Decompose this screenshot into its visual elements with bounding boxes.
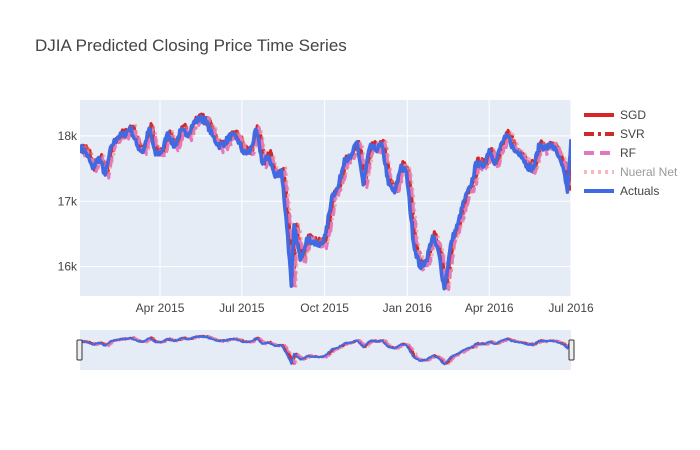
y-tick-label: 17k: [58, 194, 78, 208]
legend-item-rf[interactable]: RF: [584, 146, 636, 160]
legend-label: Nueral Net: [620, 165, 678, 179]
y-tick-label: 18k: [58, 129, 78, 143]
range-slider-background: [80, 330, 571, 370]
y-tick-label: 16k: [58, 260, 78, 274]
legend-item-actuals[interactable]: Actuals: [584, 184, 659, 198]
legend-item-svr[interactable]: SVR: [584, 127, 645, 141]
x-tick-label: Jan 2016: [383, 301, 433, 315]
y-axis: 16k 17k 18k: [58, 129, 78, 274]
range-slider-series: [80, 334, 571, 366]
range-slider-left-handle[interactable]: [76, 339, 83, 361]
x-tick-label: Apr 2015: [136, 301, 185, 315]
grid-lines: [80, 100, 572, 296]
legend[interactable]: SGD SVR RF Nueral Net Actuals: [584, 108, 678, 198]
series-group: [80, 112, 571, 291]
x-tick-label: Jul 2015: [219, 301, 265, 315]
range-slider-right-handle[interactable]: [568, 339, 575, 361]
range-slider-line-nueral-net: [80, 335, 571, 365]
x-tick-label: Jul 2016: [548, 301, 594, 315]
legend-label: SGD: [620, 108, 646, 122]
x-tick-label: Apr 2016: [465, 301, 514, 315]
legend-label: Actuals: [620, 184, 659, 198]
x-axis: Apr 2015 Jul 2015 Oct 2015 Jan 2016 Apr 2016…: [136, 301, 594, 315]
legend-label: SVR: [620, 127, 645, 141]
legend-label: RF: [620, 146, 636, 160]
x-tick-label: Oct 2015: [300, 301, 349, 315]
range-slider-line-actuals: [80, 335, 571, 366]
legend-item-nueral-net[interactable]: Nueral Net: [584, 165, 678, 179]
range-slider[interactable]: [76, 330, 575, 370]
legend-item-sgd[interactable]: SGD: [584, 108, 646, 122]
chart-title: DJIA Predicted Closing Price Time Series: [35, 36, 347, 55]
series-line-actuals: [80, 114, 571, 291]
